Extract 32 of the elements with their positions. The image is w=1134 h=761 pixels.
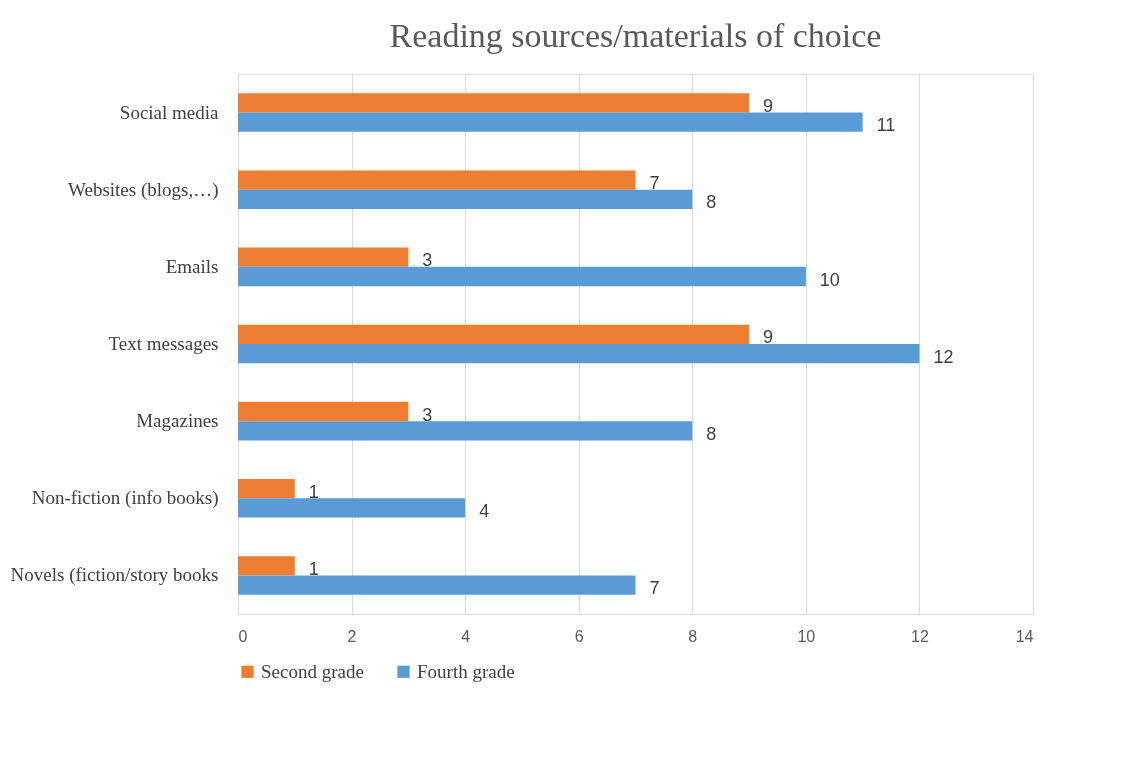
y-tick-label: Social media xyxy=(119,101,220,123)
data-label: 9 xyxy=(763,327,774,348)
x-tick-label: 12 xyxy=(911,627,929,645)
data-label: 12 xyxy=(933,346,954,367)
data-label: 1 xyxy=(308,481,319,502)
data-label: 8 xyxy=(706,192,717,213)
legend-label: Fourth grade xyxy=(417,660,515,682)
chart-title: Reading sources/materials of choice xyxy=(389,17,882,54)
y-tick-label: Novels (fiction/story books xyxy=(10,564,219,587)
data-label: 7 xyxy=(649,578,660,599)
data-label: 7 xyxy=(649,173,660,194)
y-tick-label: Text messages xyxy=(108,333,219,354)
data-label: 9 xyxy=(763,95,774,116)
legend-label: Second grade xyxy=(261,660,364,682)
x-tick-label: 14 xyxy=(1015,627,1034,645)
y-tick-label: Websites (blogs,…) xyxy=(68,178,219,201)
x-tick-label: 2 xyxy=(347,627,357,645)
data-label: 4 xyxy=(479,500,490,521)
data-label: 3 xyxy=(422,250,433,271)
data-label: 8 xyxy=(706,423,717,444)
x-tick-label: 6 xyxy=(574,627,584,645)
x-tick-label: 10 xyxy=(797,627,816,645)
x-tick-label: 0 xyxy=(238,627,248,645)
data-label: 3 xyxy=(422,404,433,425)
x-tick-label: 8 xyxy=(688,627,698,645)
data-label: 11 xyxy=(876,115,896,136)
data-label: 1 xyxy=(308,558,319,579)
y-tick-label: Emails xyxy=(165,255,219,277)
data-label: 10 xyxy=(819,269,840,290)
x-tick-label: 4 xyxy=(461,627,471,645)
y-tick-label: Non-fiction (info books) xyxy=(31,487,219,510)
y-tick-label: Magazines xyxy=(136,410,219,432)
